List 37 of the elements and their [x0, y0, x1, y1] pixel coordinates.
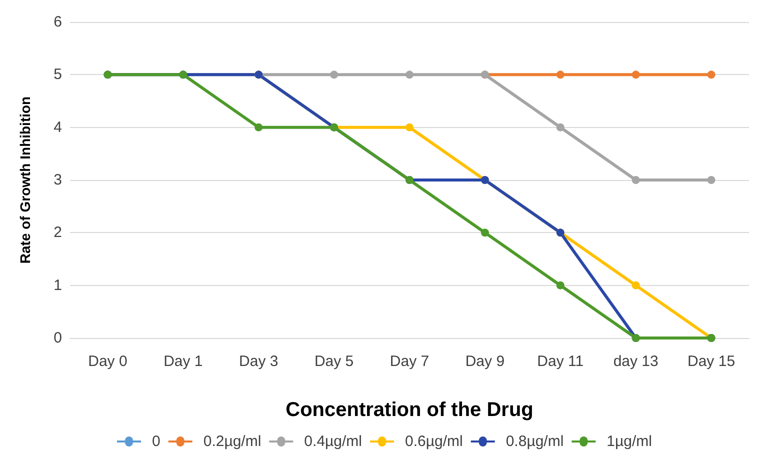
point — [330, 70, 338, 79]
legend-label: 0.8µg/ml — [506, 433, 564, 450]
point — [632, 176, 640, 184]
y-tick-label: 1 — [54, 276, 62, 294]
x-axis-title: Concentration of the Drug — [286, 399, 534, 421]
point — [406, 70, 414, 79]
point — [707, 176, 716, 184]
legend-label: 0.4µg/ml — [304, 433, 362, 450]
y-tick-label: 2 — [54, 224, 62, 242]
legend-label: 0.6µg/ml — [405, 433, 463, 450]
point — [632, 281, 640, 290]
point — [254, 123, 263, 132]
point — [556, 70, 564, 79]
y-tick-label: 4 — [54, 118, 62, 136]
point — [406, 123, 414, 132]
y-tick-label: 6 — [54, 14, 62, 30]
legend-label: 0 — [152, 433, 160, 450]
point — [480, 228, 489, 237]
x-tick-label: Day 11 — [537, 353, 584, 370]
x-tick-label: Day 9 — [465, 353, 505, 370]
y-axis-title: Rate of Growth Inhibition — [17, 96, 33, 264]
point — [707, 70, 716, 79]
point — [632, 70, 640, 79]
point — [556, 281, 564, 290]
x-tick-label: Day 0 — [88, 353, 128, 370]
legend-label: 0.2µg/ml — [203, 433, 262, 450]
x-tick-label: day 13 — [613, 353, 658, 370]
x-tick-label: Day 1 — [164, 353, 203, 370]
y-tick-label: 0 — [54, 330, 62, 346]
y-tick-label: 5 — [54, 66, 62, 84]
y-tick-label: 3 — [54, 172, 62, 188]
legend-label: 1µg/ml — [606, 433, 652, 450]
x-tick-label: Day 5 — [314, 353, 354, 370]
x-tick-label: Day 3 — [239, 353, 278, 370]
point — [556, 123, 564, 132]
x-tick-label: Day 7 — [390, 353, 430, 370]
x-tick-label: Day 15 — [688, 353, 736, 370]
